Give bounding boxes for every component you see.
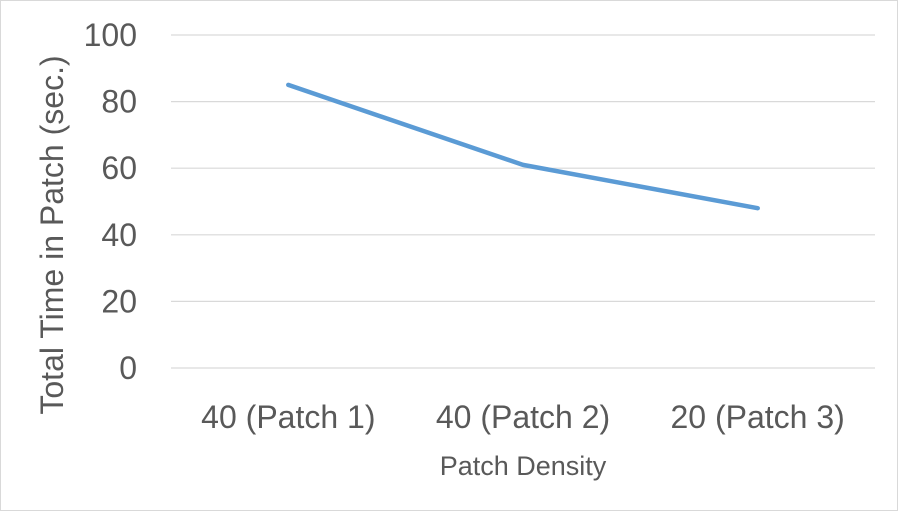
gridlines — [171, 35, 875, 368]
y-axis-title: Total Time in Patch (sec.) — [34, 55, 70, 414]
x-tick-label-2: 20 (Patch 3) — [671, 399, 845, 435]
series-lines — [288, 85, 758, 208]
y-tick-label-2: 40 — [101, 217, 137, 253]
y-tick-label-0: 0 — [119, 350, 137, 386]
y-tick-label-4: 80 — [101, 84, 137, 120]
x-tick-labels: 40 (Patch 1) 40 (Patch 2) 20 (Patch 3) — [201, 399, 845, 435]
x-axis-title: Patch Density — [440, 451, 607, 481]
y-tick-label-1: 20 — [101, 283, 137, 319]
y-tick-label-3: 60 — [101, 150, 137, 186]
y-tick-label-5: 100 — [84, 17, 137, 53]
x-tick-label-1: 40 (Patch 2) — [436, 399, 610, 435]
y-tick-labels: 0 20 40 60 80 100 — [84, 17, 137, 386]
x-tick-label-0: 40 (Patch 1) — [201, 399, 375, 435]
series-line-0 — [288, 85, 757, 208]
